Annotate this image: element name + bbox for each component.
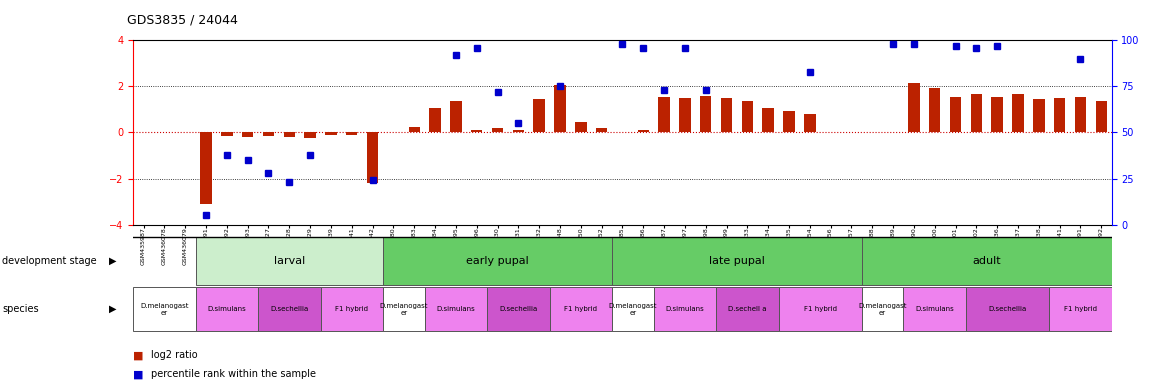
Text: development stage: development stage — [2, 256, 97, 266]
Bar — [196, 287, 258, 331]
Bar — [720, 98, 732, 132]
Bar — [325, 132, 337, 135]
Text: F1 hybrid: F1 hybrid — [564, 306, 598, 312]
Bar — [200, 132, 212, 204]
Text: ▶: ▶ — [109, 304, 116, 314]
Bar — [950, 97, 961, 132]
Text: D.simulans: D.simulans — [437, 306, 475, 312]
Bar — [196, 237, 383, 285]
Text: ■: ■ — [133, 350, 144, 360]
Bar — [908, 83, 919, 132]
Text: D.simulans: D.simulans — [915, 306, 954, 312]
Bar — [862, 237, 1112, 285]
Text: F1 hybrid: F1 hybrid — [336, 306, 368, 312]
Bar — [242, 132, 254, 137]
Bar — [903, 287, 966, 331]
Text: D.simulans: D.simulans — [666, 306, 704, 312]
Text: ▶: ▶ — [109, 256, 116, 266]
Bar — [1054, 98, 1065, 132]
Bar — [430, 108, 441, 132]
Bar — [699, 96, 711, 132]
Bar — [783, 111, 794, 132]
Bar — [576, 122, 586, 132]
Text: species: species — [2, 304, 39, 314]
Bar — [321, 287, 383, 331]
Bar — [450, 101, 462, 132]
Bar — [1033, 99, 1045, 132]
Text: D.sechellia: D.sechellia — [989, 306, 1027, 312]
Bar — [653, 287, 716, 331]
Bar — [367, 132, 379, 183]
Bar — [471, 130, 483, 132]
Bar — [263, 132, 274, 136]
Bar — [741, 101, 753, 132]
Text: D.melanogast
er: D.melanogast er — [140, 303, 189, 316]
Text: late pupal: late pupal — [709, 256, 765, 266]
Bar — [762, 108, 774, 132]
Bar — [679, 98, 690, 132]
Bar — [1012, 94, 1024, 132]
Bar — [638, 130, 648, 132]
Bar — [659, 97, 669, 132]
Bar — [492, 128, 504, 132]
Text: F1 hybrid: F1 hybrid — [1064, 306, 1097, 312]
Bar — [991, 97, 1003, 132]
Bar — [970, 94, 982, 132]
Text: D.melanogast
er: D.melanogast er — [380, 303, 428, 316]
Text: percentile rank within the sample: percentile rank within the sample — [151, 369, 315, 379]
Bar — [383, 237, 613, 285]
Bar — [425, 287, 488, 331]
Bar — [409, 127, 420, 132]
Text: F1 hybrid: F1 hybrid — [804, 306, 837, 312]
Text: ■: ■ — [133, 369, 144, 379]
Bar — [1075, 97, 1086, 132]
Text: D.melanogast
er: D.melanogast er — [858, 303, 907, 316]
Bar — [555, 85, 566, 132]
Bar — [716, 287, 778, 331]
Bar — [1095, 101, 1107, 132]
Bar — [804, 114, 815, 132]
Bar — [613, 237, 862, 285]
Bar — [966, 287, 1049, 331]
Bar — [258, 287, 321, 331]
Text: GDS3835 / 24044: GDS3835 / 24044 — [127, 14, 239, 27]
Bar — [513, 130, 525, 132]
Bar — [284, 132, 295, 137]
Text: D.sechell a: D.sechell a — [728, 306, 767, 312]
Text: adult: adult — [973, 256, 1001, 266]
Bar — [133, 287, 196, 331]
Text: D.sechellia: D.sechellia — [270, 306, 308, 312]
Bar — [534, 99, 545, 132]
Bar — [383, 287, 425, 331]
Text: D.simulans: D.simulans — [207, 306, 247, 312]
Text: log2 ratio: log2 ratio — [151, 350, 197, 360]
Bar — [596, 128, 607, 132]
Text: early pupal: early pupal — [467, 256, 529, 266]
Text: D.sechellia: D.sechellia — [499, 306, 537, 312]
Bar — [488, 287, 550, 331]
Bar — [346, 132, 358, 135]
Bar — [929, 88, 940, 132]
Bar — [550, 287, 613, 331]
Bar — [1049, 287, 1112, 331]
Bar — [305, 132, 316, 138]
Text: larval: larval — [273, 256, 305, 266]
Bar — [862, 287, 903, 331]
Text: D.melanogast
er: D.melanogast er — [609, 303, 657, 316]
Bar — [613, 287, 653, 331]
Bar — [778, 287, 862, 331]
Bar — [221, 132, 233, 136]
